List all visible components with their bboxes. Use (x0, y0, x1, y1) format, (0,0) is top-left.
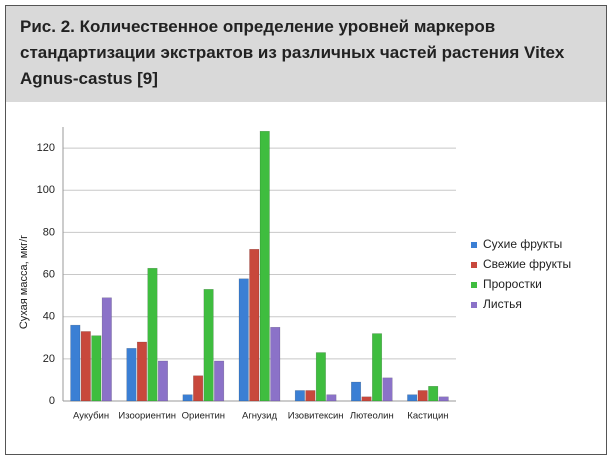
bar (428, 385, 439, 402)
bar (315, 352, 326, 402)
legend-swatch (471, 262, 477, 268)
bar (294, 390, 305, 402)
x-tick-label: Изовитексин (288, 411, 344, 422)
x-tick-label: Аукубин (73, 411, 109, 422)
bar (182, 394, 193, 402)
bar (351, 381, 362, 402)
bar (238, 278, 249, 402)
chart-title: Рис. 2. Количественное определение уровн… (6, 6, 606, 102)
y-axis-label: Сухая масса, мкг/г (18, 235, 30, 329)
bar (70, 324, 81, 402)
bar (270, 326, 281, 402)
y-tick-label: 120 (37, 142, 55, 154)
legend-swatch (471, 302, 477, 308)
bar (326, 394, 337, 402)
legend-label: Листья (483, 297, 522, 311)
x-tick-label: Изоориентин (118, 411, 176, 422)
bar (372, 333, 383, 402)
y-tick-label: 40 (43, 311, 55, 323)
bar (305, 390, 316, 402)
bar (259, 130, 270, 402)
y-tick-label: 0 (49, 395, 55, 407)
x-tick-label: Ориентин (182, 411, 225, 422)
legend-label: Сухие фрукты (483, 237, 562, 251)
legend-label: Свежие фрукты (483, 257, 571, 271)
bar (101, 297, 112, 402)
bar (417, 390, 428, 402)
y-tick-label: 80 (43, 226, 55, 238)
bar (361, 396, 372, 402)
bar (91, 335, 102, 402)
legend-swatch (471, 282, 477, 288)
chart: Сухая масса, мкг/г 0 20 40 60 80 100 120 Аукуби… (18, 127, 571, 422)
bar (438, 396, 449, 402)
y-tick-label: 20 (43, 353, 55, 365)
bar (136, 341, 147, 402)
bar (382, 377, 393, 402)
bar (126, 348, 137, 402)
bar (249, 248, 260, 402)
legend-swatch (471, 242, 477, 248)
bar (147, 267, 158, 402)
bar (214, 360, 225, 402)
y-tick-label: 100 (37, 184, 55, 196)
x-tick-label: Кастицин (407, 411, 448, 422)
bar (80, 331, 91, 402)
legend: Сухие фрукты Свежие фрукты Проростки Листья (471, 237, 571, 311)
bar (407, 394, 418, 402)
x-tick-label: Агнузид (242, 411, 277, 422)
bar (157, 360, 168, 402)
bar (203, 289, 214, 402)
y-tick-label: 60 (43, 268, 55, 280)
figure: Рис. 2. Количественное определение уровн… (5, 5, 607, 455)
x-tick-label: Лютеолин (350, 411, 394, 422)
legend-label: Проростки (483, 277, 542, 291)
bar (193, 375, 204, 402)
